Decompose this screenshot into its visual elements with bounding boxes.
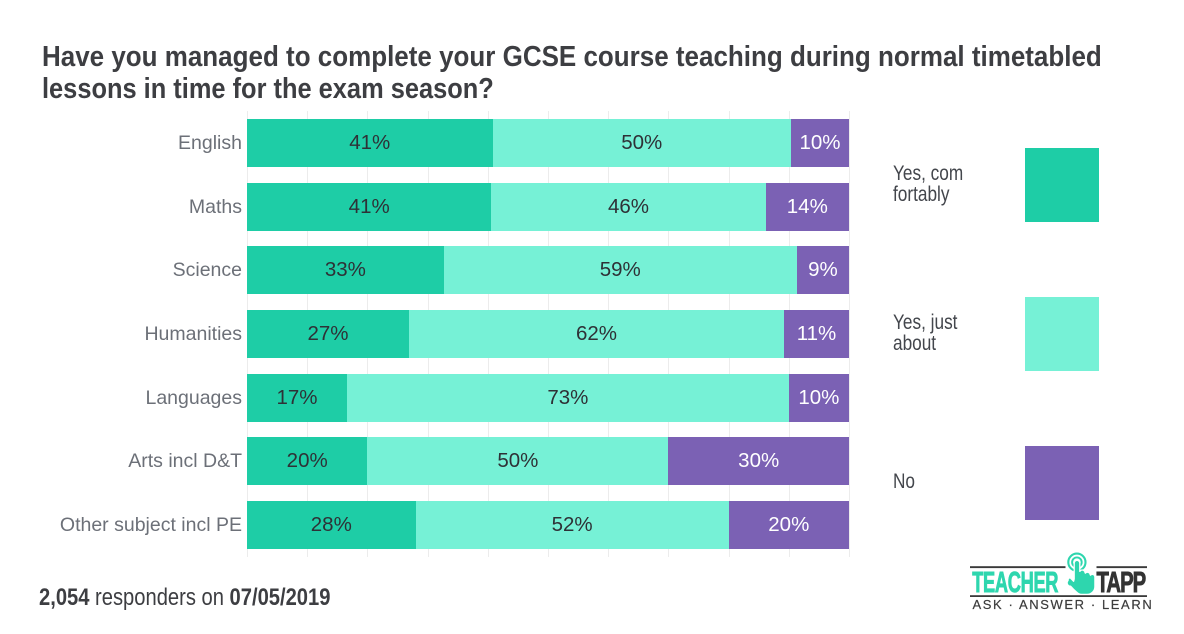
svg-text:ASK · ANSWER · LEARN: ASK · ANSWER · LEARN (973, 597, 1154, 612)
svg-text:TEACHER: TEACHER (972, 567, 1058, 599)
svg-text:TAPP: TAPP (1097, 567, 1147, 599)
